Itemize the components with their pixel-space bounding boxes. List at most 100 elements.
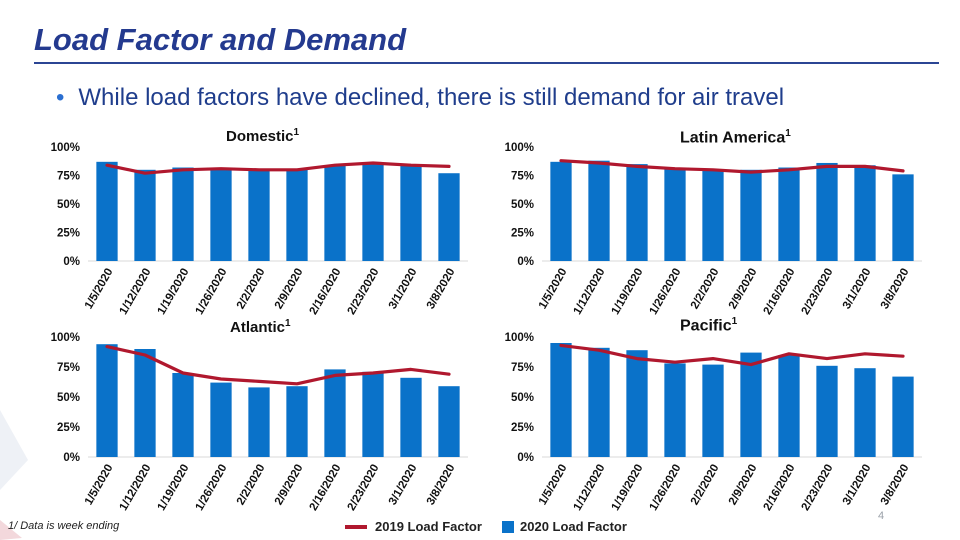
y-tick-label: 75% (57, 171, 80, 183)
y-tick-label: 25% (57, 422, 80, 434)
chart-pacific: 0% 25% 50% 75% 100% 1/5/2020 1/12/2020 1/19/202… (505, 332, 922, 513)
x-tick-label: 1/26/2020 (648, 267, 684, 317)
bar-2020 (134, 349, 156, 457)
bar-2020 (96, 161, 118, 261)
x-tick-label: 3/1/2020 (841, 267, 874, 312)
x-tick-label: 2/23/2020 (346, 267, 382, 317)
chart-title-text: Atlantic (230, 319, 286, 336)
x-tick-label: 1/12/2020 (118, 267, 154, 317)
x-tick-label: 1/19/2020 (610, 267, 646, 317)
chart-latin-america: 0% 25% 50% 75% 100% 1/5/2020 1/12/2020 1/19/202… (505, 142, 922, 317)
y-tick-label: 75% (511, 171, 534, 183)
chart-title-text: Pacific (680, 317, 732, 335)
y-tick-label: 50% (57, 392, 80, 404)
x-tick-label: 3/1/2020 (387, 267, 420, 312)
x-tick-label: 2/16/2020 (762, 463, 798, 513)
chart-title-pacific: Pacific1 (680, 316, 737, 335)
x-tick-label: 2/2/2020 (235, 463, 268, 508)
x-tick-label: 1/19/2020 (156, 463, 192, 513)
chart-title-footnote-marker: 1 (285, 318, 291, 329)
x-tick-label: 1/26/2020 (194, 463, 230, 513)
legend-line-swatch (345, 524, 367, 529)
x-tick-label: 1/26/2020 (648, 463, 684, 513)
x-tick-label: 2/9/2020 (727, 267, 760, 312)
bar-2020 (778, 167, 800, 261)
x-tick-label: 3/8/2020 (425, 463, 458, 508)
x-tick-label: 1/5/2020 (83, 267, 116, 312)
bar-2020 (550, 343, 572, 457)
y-tick-label: 0% (63, 256, 80, 268)
decorative-swoosh (0, 410, 28, 540)
legend-label: 2020 Load Factor (520, 519, 627, 534)
bar-2020 (664, 168, 686, 261)
bar-2020 (362, 162, 384, 261)
bar-2020 (210, 169, 232, 261)
bar-2020 (362, 371, 384, 457)
y-tick-label: 0% (517, 256, 534, 268)
bar-2020 (854, 368, 876, 457)
x-tick-label: 1/19/2020 (610, 463, 646, 513)
bar-2020 (400, 165, 422, 261)
x-tick-label: 2/16/2020 (308, 267, 344, 317)
bar-2020 (400, 377, 422, 457)
bar-2020 (286, 386, 308, 457)
bar-2020 (324, 369, 346, 457)
legend-item-2019: 2019 Load Factor (345, 519, 482, 534)
chart-title-text: Domestic (226, 128, 294, 145)
x-tick-label: 1/26/2020 (194, 267, 230, 317)
y-tick-label: 25% (57, 228, 80, 240)
x-tick-label: 2/9/2020 (727, 463, 760, 508)
x-tick-label: 3/8/2020 (425, 267, 458, 312)
bar-2020 (892, 376, 914, 457)
x-tick-label: 2/23/2020 (800, 463, 836, 513)
x-tick-label: 1/5/2020 (537, 267, 570, 312)
bar-2020 (550, 161, 572, 261)
x-tick-label: 2/9/2020 (273, 463, 306, 508)
y-tick-label: 25% (511, 228, 534, 240)
x-tick-label: 2/23/2020 (800, 267, 836, 317)
bar-2020 (740, 169, 762, 261)
bullet-text: While load factors have declined, there … (78, 84, 785, 111)
bar-2020 (892, 174, 914, 261)
bar-2020 (664, 363, 686, 457)
x-tick-label: 3/1/2020 (841, 463, 874, 508)
bar-2020 (248, 387, 270, 457)
x-tick-label: 1/5/2020 (537, 463, 570, 508)
legend-bar-swatch (502, 520, 514, 533)
x-tick-label: 3/8/2020 (879, 267, 912, 312)
legend-label: 2019 Load Factor (375, 519, 482, 534)
chart-domestic: 0% 25% 50% 75% 100% 1/5/2020 1/12/2020 1/19/202… (51, 142, 468, 317)
title-divider (34, 62, 939, 64)
x-tick-label: 2/9/2020 (273, 267, 306, 312)
x-tick-label: 2/16/2020 (308, 463, 344, 513)
chart-title-latin-america: Latin America1 (680, 128, 791, 147)
y-tick-label: 0% (63, 452, 80, 464)
bar-2020 (438, 173, 460, 261)
bullet-icon: • (56, 84, 65, 111)
x-tick-label: 2/2/2020 (689, 463, 722, 508)
bar-2020 (854, 165, 876, 261)
y-tick-label: 75% (57, 362, 80, 374)
bullet-point: • While load factors have declined, there… (56, 84, 784, 112)
bar-2020 (588, 347, 610, 457)
line-2019 (559, 343, 905, 367)
x-tick-label: 2/2/2020 (235, 267, 268, 312)
y-tick-label: 100% (505, 142, 534, 154)
y-tick-label: 50% (57, 199, 80, 211)
chart-title-footnote-marker: 1 (293, 127, 300, 138)
x-tick-label: 2/2/2020 (689, 267, 722, 312)
chart-title-footnote-marker: 1 (731, 316, 738, 327)
bar-2020 (248, 170, 270, 261)
x-tick-label: 1/5/2020 (83, 463, 116, 508)
x-tick-label: 2/23/2020 (346, 463, 382, 513)
page-number: 4 (878, 510, 885, 522)
line-2019 (105, 345, 451, 386)
y-tick-label: 25% (511, 422, 534, 434)
x-tick-label: 1/12/2020 (572, 463, 608, 513)
page-title: Load Factor and Demand (34, 22, 407, 57)
x-tick-label: 1/19/2020 (156, 267, 192, 317)
y-tick-label: 100% (51, 142, 80, 154)
legend-item-2020: 2020 Load Factor (502, 519, 627, 534)
line-2019 (105, 161, 451, 175)
footnote: 1/ Data is week ending (8, 520, 120, 532)
